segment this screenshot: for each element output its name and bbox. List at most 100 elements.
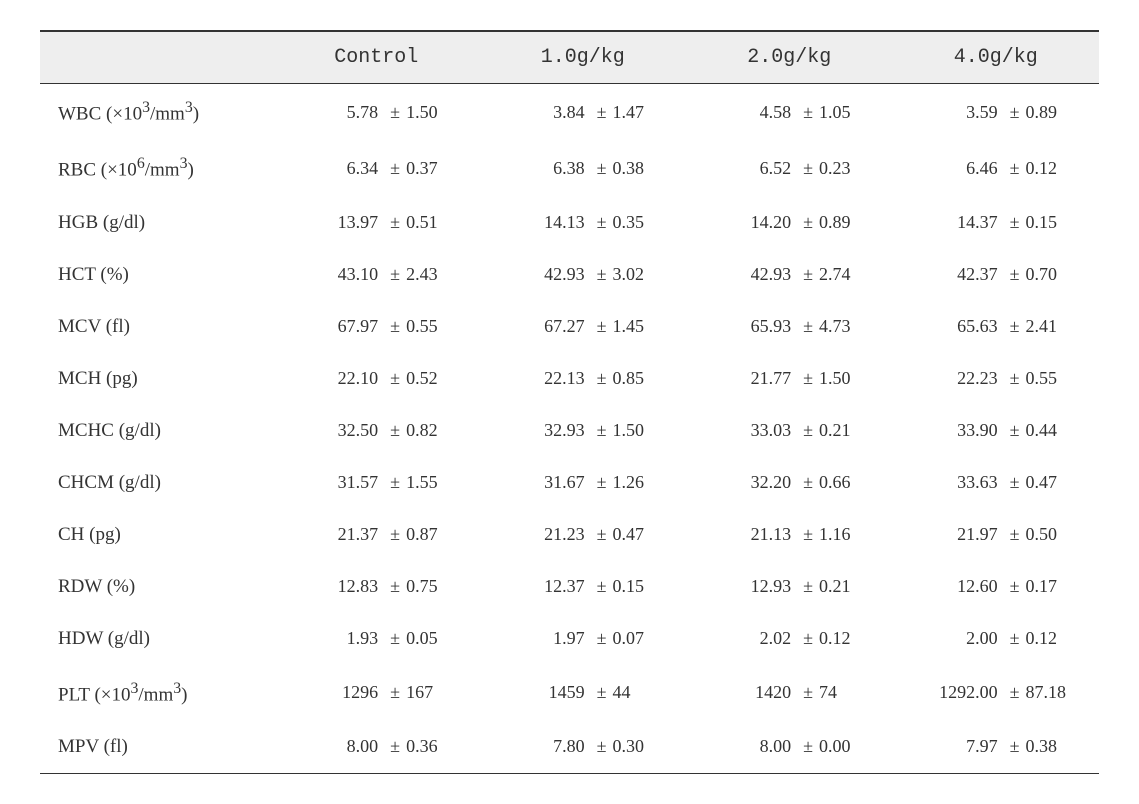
sd-value: 2.43 [406, 264, 438, 284]
sd-value: 0.89 [819, 212, 851, 232]
sd-value: 1.55 [406, 472, 438, 492]
mean-cell: 12.83 [273, 561, 384, 613]
plus-minus-icon: ± [384, 472, 406, 493]
sd-value: 4.73 [819, 316, 851, 336]
plus-minus-icon: ± [591, 316, 613, 337]
sd-value: 87.18 [1026, 682, 1067, 702]
mean-cell: 42.37 [892, 249, 1003, 301]
sd-value: 0.17 [1026, 576, 1058, 596]
mean-cell: 22.13 [479, 353, 590, 405]
mean-cell: 7.97 [892, 721, 1003, 774]
mean-cell: 43.10 [273, 249, 384, 301]
sd-cell: ±0.87 [384, 509, 479, 561]
mean-cell: 33.90 [892, 405, 1003, 457]
plus-minus-icon: ± [1004, 736, 1026, 757]
plus-minus-icon: ± [1004, 264, 1026, 285]
sd-value: 0.75 [406, 576, 438, 596]
sd-value: 0.55 [1026, 368, 1058, 388]
sd-value: 2.74 [819, 264, 851, 284]
plus-minus-icon: ± [1004, 576, 1026, 597]
mean-cell: 1.97 [479, 613, 590, 665]
sd-value: 0.52 [406, 368, 438, 388]
plus-minus-icon: ± [1004, 102, 1026, 123]
table-row: MPV (fl)8.00±0.367.80±0.308.00±0.007.97±… [40, 721, 1099, 774]
sd-cell: ±0.70 [1004, 249, 1099, 301]
parameter-cell: RBC (×106/mm3) [40, 140, 273, 196]
mean-cell: 3.59 [892, 84, 1003, 141]
sd-cell: ±0.38 [1004, 721, 1099, 774]
mean-cell: 1296 [273, 665, 384, 721]
sd-cell: ±0.55 [1004, 353, 1099, 405]
plus-minus-icon: ± [591, 212, 613, 233]
plus-minus-icon: ± [797, 420, 819, 441]
plus-minus-icon: ± [797, 524, 819, 545]
mean-cell: 3.84 [479, 84, 590, 141]
sd-cell: ±1.26 [591, 457, 686, 509]
sd-cell: ±167 [384, 665, 479, 721]
mean-cell: 32.93 [479, 405, 590, 457]
sd-cell: ±0.17 [1004, 561, 1099, 613]
sd-cell: ±0.00 [797, 721, 892, 774]
sd-cell: ±0.21 [797, 405, 892, 457]
mean-cell: 1420 [686, 665, 797, 721]
plus-minus-icon: ± [384, 736, 406, 757]
plus-minus-icon: ± [384, 420, 406, 441]
mean-cell: 21.77 [686, 353, 797, 405]
table-row: HCT (%)43.10±2.4342.93±3.0242.93±2.7442.… [40, 249, 1099, 301]
parameter-cell: PLT (×103/mm3) [40, 665, 273, 721]
sd-cell: ±0.37 [384, 140, 479, 196]
table-row: MCH (pg)22.10±0.5222.13±0.8521.77±1.5022… [40, 353, 1099, 405]
sd-cell: ±1.45 [591, 301, 686, 353]
sd-value: 1.16 [819, 524, 851, 544]
sd-cell: ±2.74 [797, 249, 892, 301]
plus-minus-icon: ± [591, 524, 613, 545]
parameter-cell: HDW (g/dl) [40, 613, 273, 665]
parameter-cell: HCT (%) [40, 249, 273, 301]
sd-value: 0.50 [1026, 524, 1058, 544]
mean-cell: 21.23 [479, 509, 590, 561]
plus-minus-icon: ± [384, 264, 406, 285]
plus-minus-icon: ± [797, 316, 819, 337]
column-header-parameter [40, 31, 273, 84]
plus-minus-icon: ± [591, 368, 613, 389]
mean-cell: 33.63 [892, 457, 1003, 509]
mean-cell: 14.13 [479, 197, 590, 249]
sd-value: 1.26 [613, 472, 645, 492]
plus-minus-icon: ± [384, 368, 406, 389]
sd-cell: ±0.50 [1004, 509, 1099, 561]
mean-cell: 6.46 [892, 140, 1003, 196]
plus-minus-icon: ± [1004, 628, 1026, 649]
sd-cell: ±0.05 [384, 613, 479, 665]
plus-minus-icon: ± [797, 472, 819, 493]
sd-cell: ±0.35 [591, 197, 686, 249]
plus-minus-icon: ± [591, 682, 613, 703]
mean-cell: 21.13 [686, 509, 797, 561]
sd-value: 74 [819, 682, 837, 702]
parameter-cell: HGB (g/dl) [40, 197, 273, 249]
sd-cell: ±1.55 [384, 457, 479, 509]
mean-cell: 6.38 [479, 140, 590, 196]
mean-cell: 22.23 [892, 353, 1003, 405]
mean-cell: 2.00 [892, 613, 1003, 665]
sd-value: 0.38 [613, 158, 645, 178]
sd-value: 1.05 [819, 102, 851, 122]
plus-minus-icon: ± [797, 212, 819, 233]
sd-cell: ±44 [591, 665, 686, 721]
sd-cell: ±0.89 [797, 197, 892, 249]
plus-minus-icon: ± [384, 628, 406, 649]
sd-cell: ±0.23 [797, 140, 892, 196]
parameter-cell: MPV (fl) [40, 721, 273, 774]
table-row: RBC (×106/mm3)6.34±0.376.38±0.386.52±0.2… [40, 140, 1099, 196]
mean-cell: 8.00 [273, 721, 384, 774]
plus-minus-icon: ± [1004, 212, 1026, 233]
sd-value: 0.47 [1026, 472, 1058, 492]
mean-cell: 22.10 [273, 353, 384, 405]
sd-cell: ±1.47 [591, 84, 686, 141]
parameter-cell: RDW (%) [40, 561, 273, 613]
sd-value: 44 [613, 682, 631, 702]
sd-value: 0.05 [406, 628, 438, 648]
plus-minus-icon: ± [591, 736, 613, 757]
sd-value: 0.85 [613, 368, 645, 388]
sd-cell: ±0.12 [1004, 140, 1099, 196]
plus-minus-icon: ± [591, 158, 613, 179]
